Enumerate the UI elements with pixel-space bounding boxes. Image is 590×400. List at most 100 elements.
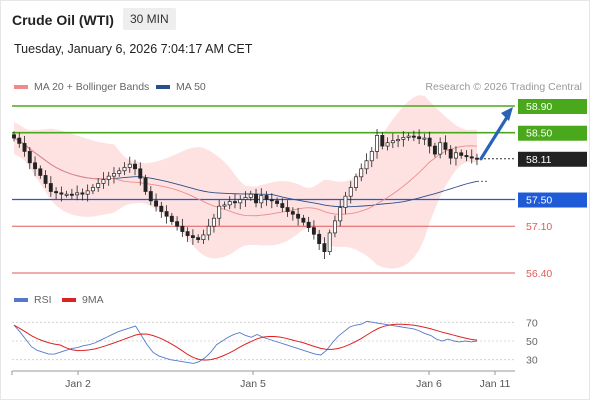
candle xyxy=(69,193,74,196)
candle xyxy=(138,168,143,179)
legend-rsi-ma: 9MA xyxy=(62,294,104,306)
candle xyxy=(112,173,116,177)
candle xyxy=(180,225,185,232)
rsi-line xyxy=(13,320,478,364)
candle xyxy=(364,160,369,170)
forecast-arrow xyxy=(479,112,511,161)
ma20-line xyxy=(13,137,478,217)
ma20-swatch xyxy=(14,85,28,89)
candle xyxy=(159,205,164,212)
candle xyxy=(438,142,443,155)
candle xyxy=(17,137,22,144)
candle xyxy=(133,163,137,170)
candle xyxy=(343,195,348,208)
candle xyxy=(275,200,280,204)
candle xyxy=(43,175,48,184)
candle xyxy=(143,177,148,192)
candle xyxy=(427,137,432,147)
candle xyxy=(122,167,127,172)
candle xyxy=(280,203,285,208)
candle xyxy=(254,193,258,204)
candle xyxy=(90,187,95,192)
candle xyxy=(64,193,69,196)
candle xyxy=(327,232,332,252)
candle xyxy=(401,137,406,140)
candle xyxy=(385,142,390,147)
legend-ma20-label: MA 20 + Bollinger Bands xyxy=(34,81,150,93)
bollinger-band xyxy=(14,95,477,269)
legend-rsi-label: RSI xyxy=(34,294,52,306)
candle xyxy=(459,152,464,156)
candle xyxy=(290,211,295,215)
candle xyxy=(311,227,316,235)
instrument-title: Crude Oil (WTI) xyxy=(12,12,114,28)
candle xyxy=(101,179,106,184)
candle xyxy=(296,213,301,219)
ma50-swatch xyxy=(156,85,170,89)
candle xyxy=(222,204,227,207)
candle xyxy=(264,195,269,200)
candle xyxy=(227,201,232,206)
x-tick-label: Jan 6 xyxy=(416,378,442,390)
candle xyxy=(233,201,237,204)
candle xyxy=(106,175,111,180)
candle xyxy=(238,199,243,204)
candle xyxy=(417,136,422,140)
legend-ma20: MA 20 + Bollinger Bands xyxy=(14,81,149,93)
candle xyxy=(175,221,180,227)
candle xyxy=(317,233,322,244)
candle xyxy=(380,135,385,147)
candle xyxy=(338,207,343,222)
level-label-56-40: 56.40 xyxy=(526,268,552,280)
candle xyxy=(469,156,474,159)
candle xyxy=(406,135,411,138)
rsi-tick-30: 30 xyxy=(526,355,538,367)
candle xyxy=(33,162,37,170)
candle xyxy=(190,235,195,238)
candle xyxy=(432,145,437,155)
level-label-57-10: 57.10 xyxy=(526,221,552,233)
candle xyxy=(164,211,169,217)
timeframe-badge[interactable]: 30 MIN xyxy=(123,8,176,30)
candle xyxy=(12,134,16,139)
candle xyxy=(443,142,448,150)
level-label-58-90: 58.90 xyxy=(526,101,552,113)
candle xyxy=(248,193,253,198)
candle xyxy=(75,192,80,196)
candle xyxy=(259,195,264,204)
candle xyxy=(38,168,43,176)
current-price-tag xyxy=(518,151,587,167)
candle xyxy=(306,221,311,228)
candle xyxy=(196,237,201,240)
candle xyxy=(354,176,358,188)
candle xyxy=(201,234,206,240)
candle xyxy=(422,137,427,140)
rsi-tick-50: 50 xyxy=(526,336,538,348)
legend-ma50-label: MA 50 xyxy=(176,81,206,93)
credit-text: Research © 2026 Trading Central xyxy=(425,81,582,93)
candle xyxy=(390,140,395,144)
legend-ma50: MA 50 xyxy=(156,81,206,93)
x-tick-label: Jan 11 xyxy=(480,378,511,390)
candle xyxy=(96,183,101,188)
candle xyxy=(211,217,216,227)
candle xyxy=(375,135,379,152)
candle xyxy=(322,243,327,252)
candle xyxy=(396,139,401,142)
report-datetime: Tuesday, January 6, 2026 7:04:17 AM CET xyxy=(14,42,253,56)
rsi-swatch xyxy=(14,298,28,302)
candle xyxy=(411,135,416,138)
candle xyxy=(206,225,211,236)
rsi-ma-swatch xyxy=(62,298,76,302)
candle xyxy=(22,143,27,152)
rsi-tick-70: 70 xyxy=(526,317,538,329)
legend-rsi: RSI xyxy=(14,294,52,306)
candle xyxy=(217,205,222,219)
candle xyxy=(48,183,53,192)
candle xyxy=(332,220,337,234)
x-tick-label: Jan 2 xyxy=(65,378,91,390)
x-tick-label: Jan 5 xyxy=(240,378,266,390)
current-price-label: 58.11 xyxy=(526,154,552,166)
candle xyxy=(154,200,159,207)
